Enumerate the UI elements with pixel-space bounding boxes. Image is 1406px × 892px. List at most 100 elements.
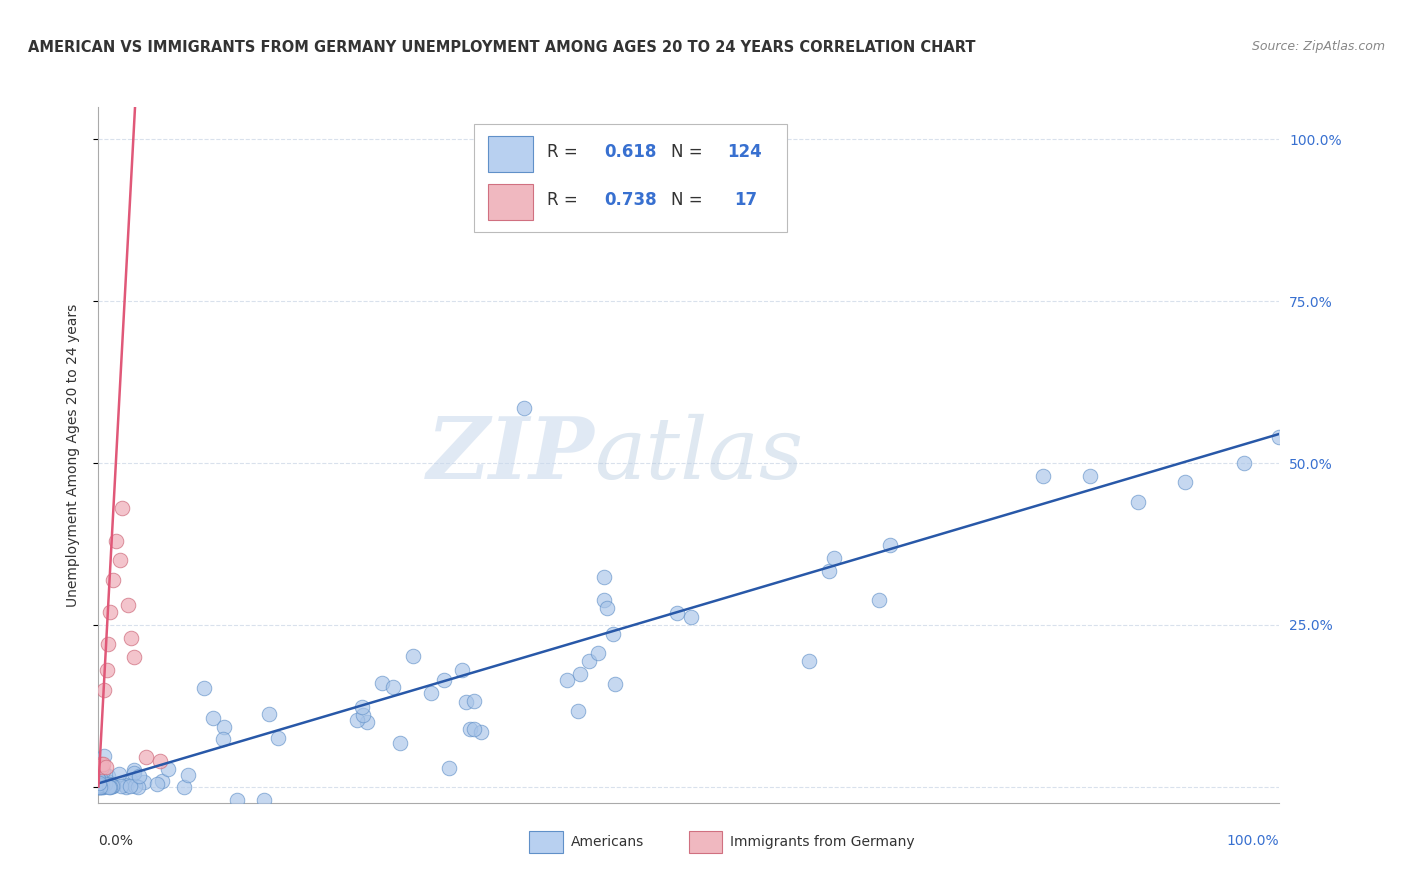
Point bbox=[681, 609, 703, 624]
Point bbox=[105, 533, 128, 548]
Point bbox=[91, 780, 114, 794]
Text: 0.738: 0.738 bbox=[605, 191, 657, 209]
Y-axis label: Unemployment Among Ages 20 to 24 years: Unemployment Among Ages 20 to 24 years bbox=[66, 303, 80, 607]
Point bbox=[118, 772, 141, 787]
Point bbox=[433, 673, 456, 687]
Point bbox=[157, 762, 180, 776]
Point bbox=[91, 779, 114, 793]
Text: N =: N = bbox=[671, 191, 709, 209]
Point bbox=[257, 707, 280, 722]
Text: Immigrants from Germany: Immigrants from Germany bbox=[730, 835, 915, 849]
Text: 0.0%: 0.0% bbox=[98, 834, 134, 848]
Point bbox=[595, 601, 617, 615]
Point bbox=[89, 759, 111, 773]
Point bbox=[91, 756, 114, 771]
FancyBboxPatch shape bbox=[530, 830, 562, 853]
Point bbox=[97, 769, 120, 783]
Point bbox=[91, 760, 114, 774]
Point bbox=[98, 778, 121, 792]
Point bbox=[91, 780, 114, 794]
Point bbox=[201, 711, 224, 725]
Point bbox=[568, 667, 591, 681]
Point bbox=[605, 676, 627, 690]
Point bbox=[97, 774, 120, 789]
Point bbox=[98, 779, 121, 793]
Point bbox=[1268, 430, 1291, 444]
FancyBboxPatch shape bbox=[488, 185, 533, 220]
Point bbox=[87, 779, 110, 793]
Point bbox=[87, 772, 110, 786]
Point bbox=[253, 792, 276, 806]
Point bbox=[150, 774, 173, 789]
Point bbox=[90, 778, 112, 792]
Point bbox=[101, 780, 124, 794]
Point bbox=[87, 775, 110, 789]
Point bbox=[87, 779, 110, 793]
Point bbox=[89, 775, 111, 789]
Point bbox=[117, 599, 139, 613]
Point bbox=[111, 501, 134, 516]
Point bbox=[512, 401, 534, 415]
Point bbox=[87, 775, 110, 789]
Point bbox=[456, 695, 478, 709]
FancyBboxPatch shape bbox=[689, 830, 723, 853]
FancyBboxPatch shape bbox=[488, 136, 533, 172]
Point bbox=[356, 715, 378, 730]
Point bbox=[346, 713, 368, 727]
Point bbox=[146, 777, 169, 791]
Point bbox=[879, 538, 901, 552]
Point bbox=[371, 675, 394, 690]
Point bbox=[124, 779, 146, 793]
Point bbox=[90, 756, 112, 771]
Point bbox=[89, 778, 111, 792]
Text: 17: 17 bbox=[734, 191, 756, 209]
Point bbox=[173, 780, 195, 794]
Point bbox=[382, 680, 405, 694]
Point bbox=[96, 663, 118, 677]
Text: 0.618: 0.618 bbox=[605, 144, 657, 161]
Point bbox=[100, 779, 122, 793]
Point bbox=[193, 681, 215, 696]
Point bbox=[135, 750, 157, 764]
Point bbox=[818, 564, 841, 578]
Point bbox=[1126, 495, 1149, 509]
Point bbox=[823, 551, 845, 566]
Point bbox=[94, 760, 117, 774]
Point bbox=[97, 780, 120, 794]
Point bbox=[110, 779, 132, 793]
Point bbox=[98, 605, 121, 619]
Point bbox=[93, 780, 115, 794]
Text: R =: R = bbox=[547, 191, 583, 209]
Point bbox=[101, 573, 124, 587]
Point bbox=[868, 592, 890, 607]
Text: 100.0%: 100.0% bbox=[1227, 834, 1279, 848]
Point bbox=[87, 763, 110, 777]
Point bbox=[602, 627, 624, 641]
Point bbox=[1233, 456, 1256, 470]
Point bbox=[87, 778, 110, 792]
Point bbox=[124, 764, 146, 778]
Point bbox=[666, 606, 689, 620]
Text: Source: ZipAtlas.com: Source: ZipAtlas.com bbox=[1251, 40, 1385, 54]
Point bbox=[108, 766, 131, 780]
Point bbox=[122, 766, 145, 780]
Point bbox=[87, 776, 110, 790]
Point bbox=[1174, 475, 1197, 490]
Point bbox=[89, 780, 111, 794]
Point bbox=[93, 749, 115, 764]
Point bbox=[89, 780, 111, 794]
Point bbox=[90, 778, 112, 792]
Point bbox=[89, 773, 111, 788]
Point bbox=[89, 777, 111, 791]
Point bbox=[132, 775, 155, 789]
Point bbox=[101, 778, 124, 792]
Point bbox=[121, 631, 143, 645]
Point bbox=[87, 780, 110, 794]
Point bbox=[87, 780, 110, 794]
Point bbox=[89, 772, 111, 786]
Point bbox=[93, 779, 115, 793]
Point bbox=[350, 700, 373, 714]
Point bbox=[87, 777, 110, 791]
Point bbox=[98, 780, 121, 794]
Point bbox=[93, 682, 115, 697]
